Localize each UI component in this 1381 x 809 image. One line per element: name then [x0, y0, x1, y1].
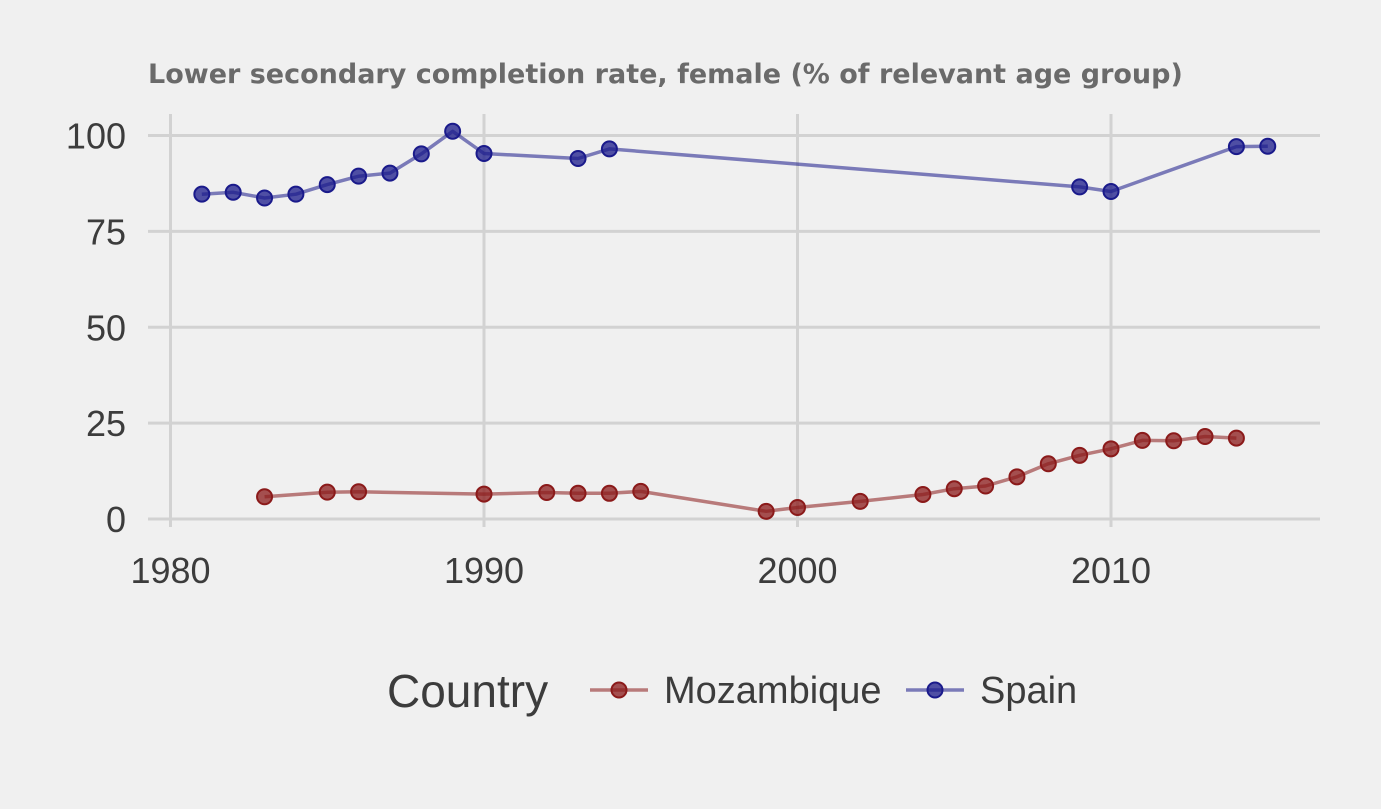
mozambique-data-point: [1102, 440, 1120, 458]
spain-data-point: [1071, 178, 1089, 196]
spain-data-point: [256, 189, 274, 207]
spain-data-point: [193, 185, 211, 203]
legend-label: Mozambique: [664, 670, 882, 712]
mozambique-data-point: [945, 480, 963, 498]
legend-item-mozambique: Mozambique: [590, 670, 882, 712]
legend-item-spain: Spain: [906, 670, 1077, 712]
mozambique-data-point: [318, 483, 336, 501]
x-tick-label: 1990: [444, 550, 524, 591]
grid-lines: [148, 114, 1320, 527]
y-tick-label: 75: [86, 211, 126, 252]
mozambique-data-point: [569, 484, 587, 502]
spain-data-point: [600, 140, 618, 158]
mozambique-data-point: [538, 484, 556, 502]
spain-series-line: [201, 129, 1268, 200]
mozambique-data-point: [1071, 446, 1089, 464]
chart-title: Lower secondary completion rate, female …: [148, 59, 1183, 90]
mozambique-data-point: [256, 488, 274, 506]
x-tick-label: 2000: [757, 550, 837, 591]
mozambique-data-point: [350, 483, 368, 501]
spain-data-point: [1259, 137, 1277, 155]
x-tick-label: 1980: [130, 550, 210, 591]
spain-data-point: [475, 145, 493, 163]
spain-data-point: [224, 183, 242, 201]
legend-swatch-point: [926, 681, 944, 699]
y-tick-label: 25: [86, 403, 126, 444]
mozambique-data-point: [977, 477, 995, 495]
mozambique-data-point: [632, 482, 650, 500]
mozambique-data-point: [1165, 432, 1183, 450]
mozambique-data-point: [1039, 455, 1057, 473]
spain-data-point: [381, 164, 399, 182]
mozambique-data-point: [475, 485, 493, 503]
mozambique-data-point: [914, 485, 932, 503]
spain-data-point: [412, 145, 430, 163]
mozambique-data-point: [1227, 429, 1245, 447]
mozambique-data-point: [757, 502, 775, 520]
mozambique-data-point: [1133, 431, 1151, 449]
legend: Country Mozambique Spain: [387, 665, 1077, 717]
spain-data-point: [287, 185, 305, 203]
mozambique-data-point: [600, 484, 618, 502]
spain-data-point: [318, 176, 336, 194]
mozambique-data-point: [1196, 428, 1214, 446]
spain-data-point: [569, 150, 587, 168]
axis-tick-labels: 0 25 50 75 100 1980 1990 2000 2010: [66, 116, 1151, 592]
x-tick-label: 2010: [1071, 550, 1151, 591]
mozambique-series-line: [264, 434, 1237, 514]
mozambique-data-point: [789, 498, 806, 516]
legend-label: Spain: [980, 670, 1077, 712]
y-tick-label: 50: [86, 307, 126, 348]
y-tick-label: 100: [66, 116, 126, 157]
spain-data-point: [444, 122, 462, 140]
legend-title: Country: [387, 665, 548, 717]
spain-data-point: [350, 167, 368, 185]
mozambique-data-point: [851, 492, 869, 510]
legend-swatch-point: [610, 681, 628, 699]
y-tick-label: 0: [106, 499, 126, 540]
series-layer: [193, 122, 1277, 520]
mozambique-data-point: [1008, 468, 1026, 486]
spain-data-point: [1227, 138, 1245, 156]
spain-data-point: [1102, 182, 1120, 200]
